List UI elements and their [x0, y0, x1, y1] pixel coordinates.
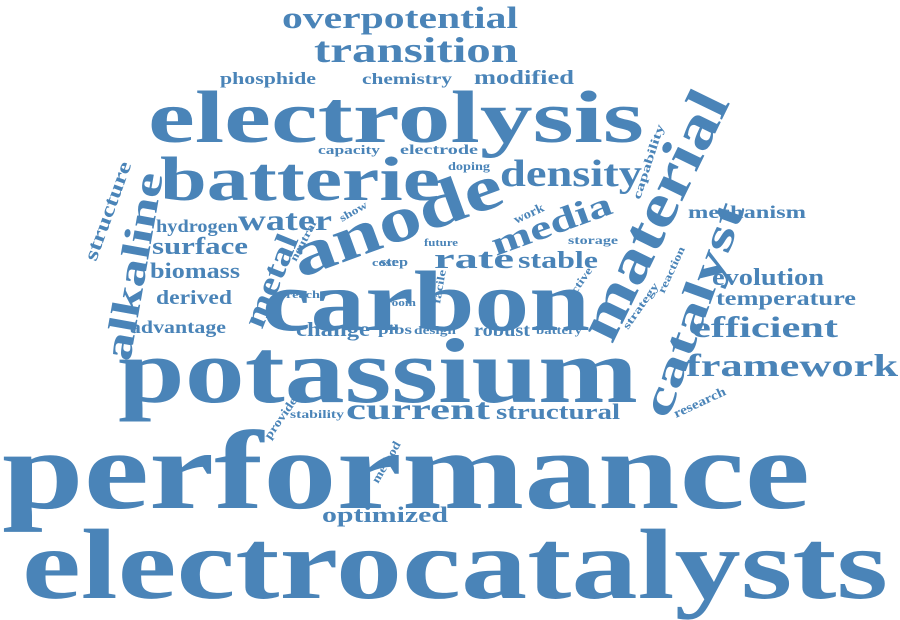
- word-current: current: [346, 393, 490, 426]
- word-storage: storage: [568, 233, 619, 247]
- word-cost: cost: [372, 257, 396, 269]
- word-efficient: efficient: [692, 311, 838, 344]
- word-batterie: batterie: [160, 146, 440, 214]
- word-electrode: electrode: [400, 143, 478, 158]
- word-evolution: evolution: [712, 265, 824, 291]
- word-advantage: advantage: [130, 317, 226, 337]
- word-doping: doping: [448, 159, 490, 173]
- word-phosphide: phosphide: [220, 69, 317, 88]
- word-room: room: [386, 297, 416, 309]
- word-capacity: capacity: [318, 142, 381, 157]
- word-mechanism: mechanism: [688, 202, 806, 222]
- word-derived: derived: [156, 287, 232, 309]
- word-temperature: temperature: [716, 288, 856, 310]
- word-performance: performance: [2, 409, 810, 533]
- word-structural: structural: [496, 399, 620, 424]
- word-future: future: [424, 237, 458, 249]
- word-modified: modified: [474, 67, 574, 89]
- word-chemistry: chemistry: [362, 71, 452, 88]
- word-overpotential: overpotential: [282, 0, 519, 35]
- word-electrolysis: electrolysis: [148, 77, 644, 159]
- word-facile: facile: [431, 269, 449, 305]
- word-framework: framework: [686, 347, 898, 383]
- word-pibs: pibs: [378, 323, 413, 338]
- word-hydrogen: hydrogen: [156, 216, 238, 236]
- word-transition: transition: [314, 30, 518, 70]
- word-water: water: [238, 204, 332, 237]
- word-change: change: [296, 319, 370, 341]
- word-stable: stable: [518, 248, 598, 274]
- word-potassium: potassium: [118, 320, 638, 422]
- word-stability: stability: [290, 407, 344, 421]
- word-optimized: optimized: [322, 502, 448, 527]
- word-electrocatalysts: electrocatalysts: [22, 509, 888, 620]
- word-biomass: biomass: [150, 258, 241, 283]
- word-step: step: [380, 254, 408, 269]
- word-robust: robust: [474, 320, 530, 340]
- word-rate: rate: [434, 244, 514, 275]
- word-reach: reach: [286, 289, 320, 301]
- word-surface: surface: [152, 234, 248, 260]
- word-battery: battery: [536, 323, 582, 337]
- word-design: design: [414, 323, 456, 337]
- word-carbon: carbon: [262, 253, 590, 349]
- word-density: density: [500, 153, 642, 195]
